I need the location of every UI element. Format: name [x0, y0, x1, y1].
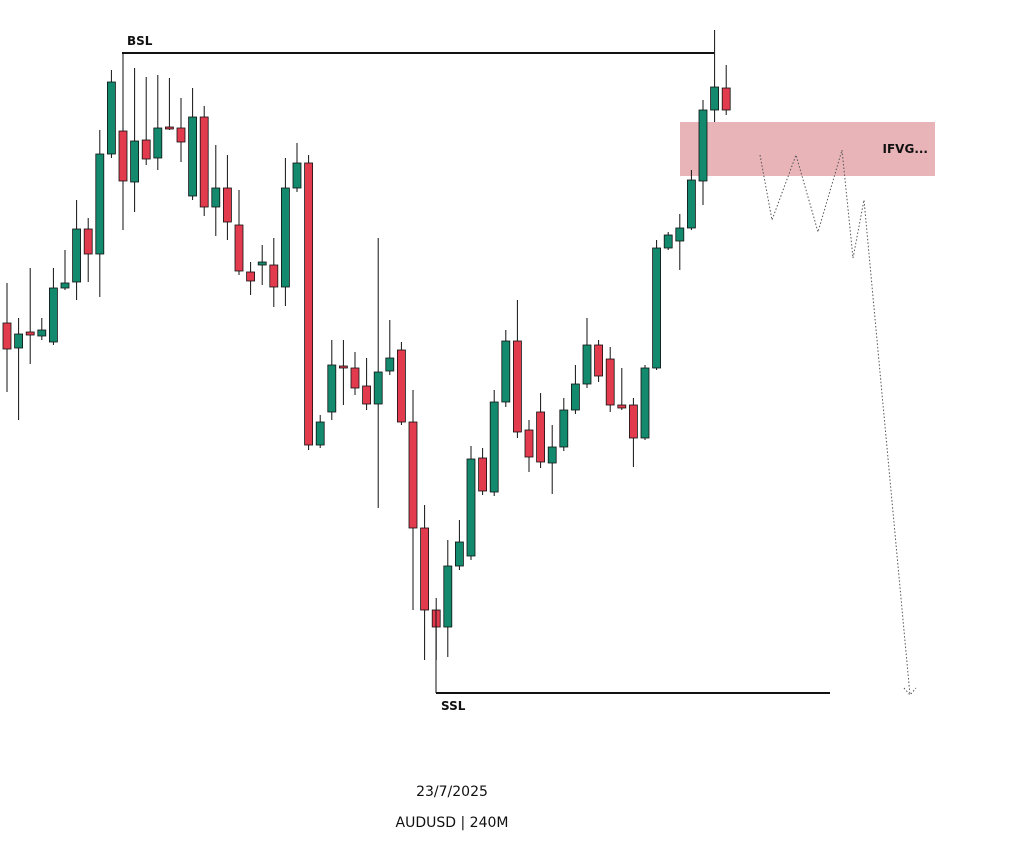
- candle-body: [118, 130, 128, 182]
- candle-layer: [2, 30, 731, 660]
- candle-body: [594, 344, 603, 377]
- candle-body: [164, 126, 174, 130]
- candle-body: [49, 287, 58, 343]
- candle-body: [257, 261, 267, 266]
- candle-body: [315, 421, 325, 446]
- candle-body: [559, 409, 569, 448]
- projection-arrow: [903, 687, 917, 696]
- candle-body: [408, 421, 418, 529]
- candle-body: [14, 333, 24, 349]
- candle-body: [280, 187, 290, 288]
- level-label: SSL: [441, 699, 466, 713]
- chart-subtitle: 23/7/2025: [416, 784, 488, 800]
- chart-title: AUDUSD | 240M: [396, 815, 509, 831]
- candle-body: [640, 367, 650, 439]
- candle-body: [454, 541, 464, 567]
- candle-body: [107, 81, 116, 155]
- candle-body: [269, 264, 279, 288]
- candle-body: [211, 187, 221, 208]
- projection-path: [759, 149, 911, 696]
- candle-body: [617, 404, 627, 409]
- candle-body: [420, 527, 430, 611]
- candle-body: [2, 322, 12, 350]
- candle-body: [385, 357, 395, 372]
- candle-body: [176, 127, 186, 143]
- candle-body: [246, 271, 256, 282]
- level-label: BSL: [127, 34, 153, 48]
- candle-body: [478, 457, 488, 492]
- candle-body: [652, 247, 661, 369]
- candle-body: [95, 153, 105, 255]
- candle-body: [362, 385, 372, 405]
- candle-body: [571, 383, 580, 411]
- candle-body: [222, 187, 232, 223]
- candle-body: [501, 340, 511, 403]
- candle-body: [304, 162, 314, 446]
- candle-body: [582, 344, 592, 385]
- candle-body: [234, 224, 244, 272]
- candle-body: [338, 365, 348, 369]
- candle-body: [489, 401, 499, 493]
- candle-body: [188, 116, 198, 197]
- zone-layer: [680, 122, 935, 176]
- candle-body: [629, 404, 638, 439]
- candle-body: [698, 109, 708, 182]
- candle-body: [513, 340, 522, 433]
- candle-body: [350, 367, 360, 389]
- candle-body: [25, 331, 35, 336]
- candle-body: [536, 411, 545, 463]
- candle-body: [675, 227, 685, 242]
- candle-body: [199, 116, 209, 208]
- candle-body: [524, 429, 534, 458]
- candle-body: [373, 371, 383, 405]
- candle-body: [710, 86, 719, 111]
- candle-body: [141, 139, 151, 160]
- candle-body: [153, 127, 163, 159]
- candle-body: [72, 228, 81, 283]
- candle-body: [327, 364, 337, 413]
- candle-body: [687, 179, 696, 229]
- candle-body: [37, 329, 47, 337]
- fvg-zone: [680, 122, 935, 176]
- candle-body: [83, 228, 93, 255]
- candle-body: [130, 140, 140, 183]
- candle-body: [396, 349, 406, 423]
- candle-body: [60, 282, 70, 289]
- candle-body: [292, 162, 302, 189]
- candle-body: [547, 446, 557, 464]
- candle-body: [443, 565, 453, 628]
- zone-label: IFVG...: [883, 142, 928, 156]
- candle-body: [721, 87, 731, 111]
- candle-body: [466, 458, 476, 557]
- candle-body: [605, 358, 615, 406]
- candle-body: [663, 234, 673, 249]
